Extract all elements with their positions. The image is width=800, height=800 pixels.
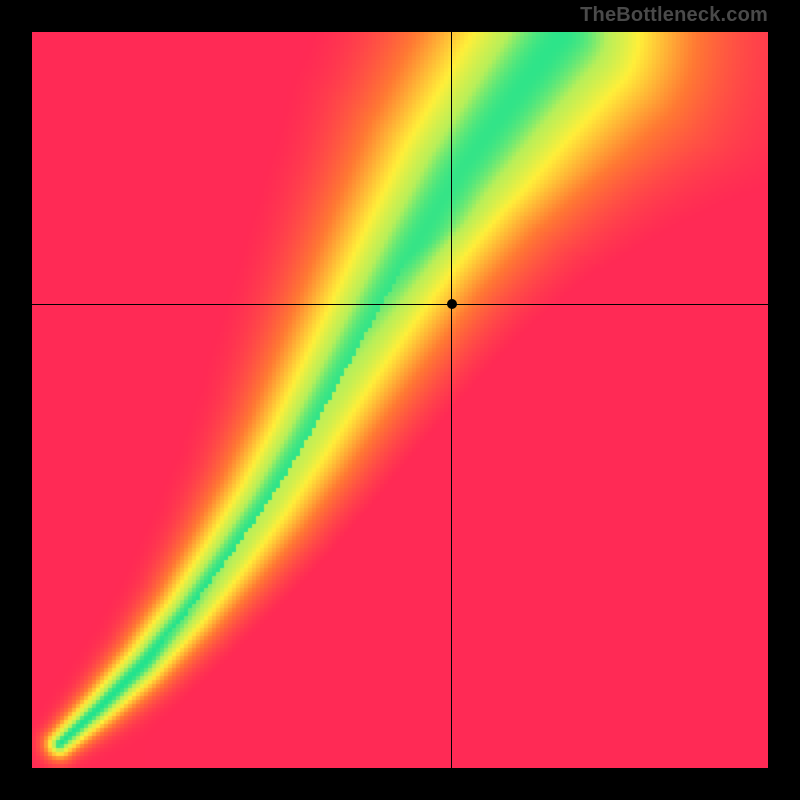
heatmap-canvas [32, 32, 768, 768]
crosshair-vertical [451, 32, 452, 768]
crosshair-marker [447, 299, 457, 309]
chart-container: TheBottleneck.com [0, 0, 800, 800]
crosshair-horizontal [32, 304, 768, 305]
attribution-text: TheBottleneck.com [580, 4, 768, 27]
